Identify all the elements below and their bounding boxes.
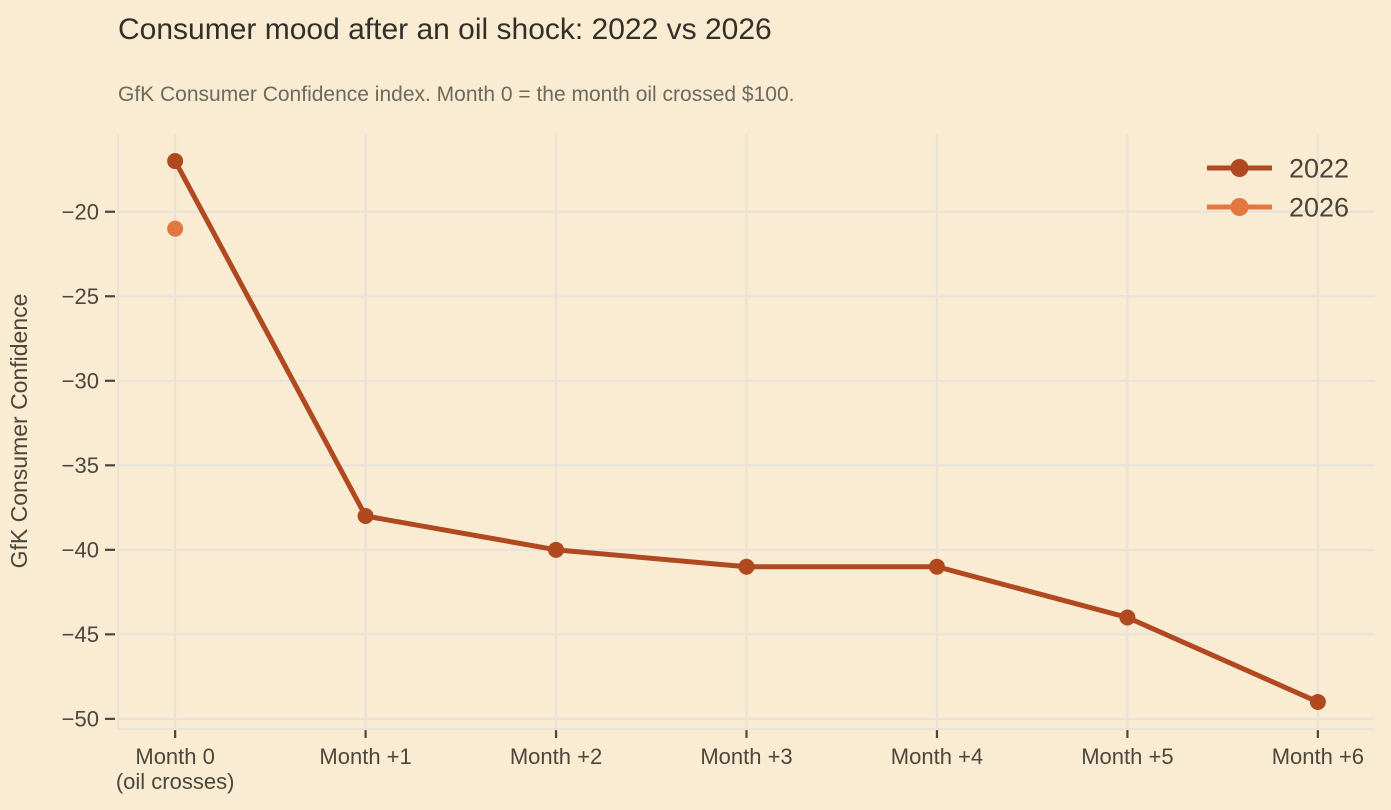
y-tick-label: −25	[62, 284, 99, 309]
x-tick-label: (oil crosses)	[116, 769, 235, 794]
y-tick-label: −45	[62, 622, 99, 647]
y-axis-title: GfK Consumer Confidence	[6, 294, 32, 569]
y-tick-label: −20	[62, 199, 99, 224]
y-tick-label: −35	[62, 453, 99, 478]
legend-label-2026: 2026	[1289, 193, 1349, 223]
chart-subtitle: GfK Consumer Confidence index. Month 0 =…	[118, 83, 795, 106]
x-tick-label: Month +3	[700, 744, 792, 769]
legend-key-point-2026	[1230, 198, 1249, 216]
chart-title: Consumer mood after an oil shock: 2022 v…	[118, 13, 772, 46]
legend-label-2022: 2022	[1289, 154, 1349, 184]
y-tick-label: −50	[62, 706, 99, 731]
x-tick-label: Month +4	[891, 744, 983, 769]
data-point-2022-month-5	[1119, 609, 1136, 626]
x-tick-label: Month +6	[1272, 744, 1364, 769]
x-tick-label: Month 0	[135, 744, 215, 769]
legend-key-point-2022	[1230, 159, 1249, 177]
x-tick-label: Month +5	[1081, 744, 1173, 769]
y-tick-label: −40	[62, 537, 99, 562]
data-point-2022-month-4	[928, 558, 945, 575]
data-point-2022-month-2	[548, 541, 565, 558]
data-point-2022-month-0	[167, 153, 184, 170]
data-point-2022-month-3	[738, 558, 755, 575]
x-tick-label: Month +1	[319, 744, 411, 769]
data-point-2026-month-0	[167, 220, 184, 237]
x-tick-label: Month +2	[510, 744, 602, 769]
data-point-2022-month-1	[357, 508, 374, 525]
data-point-2022-month-6	[1309, 693, 1326, 710]
y-tick-label: −30	[62, 368, 99, 393]
